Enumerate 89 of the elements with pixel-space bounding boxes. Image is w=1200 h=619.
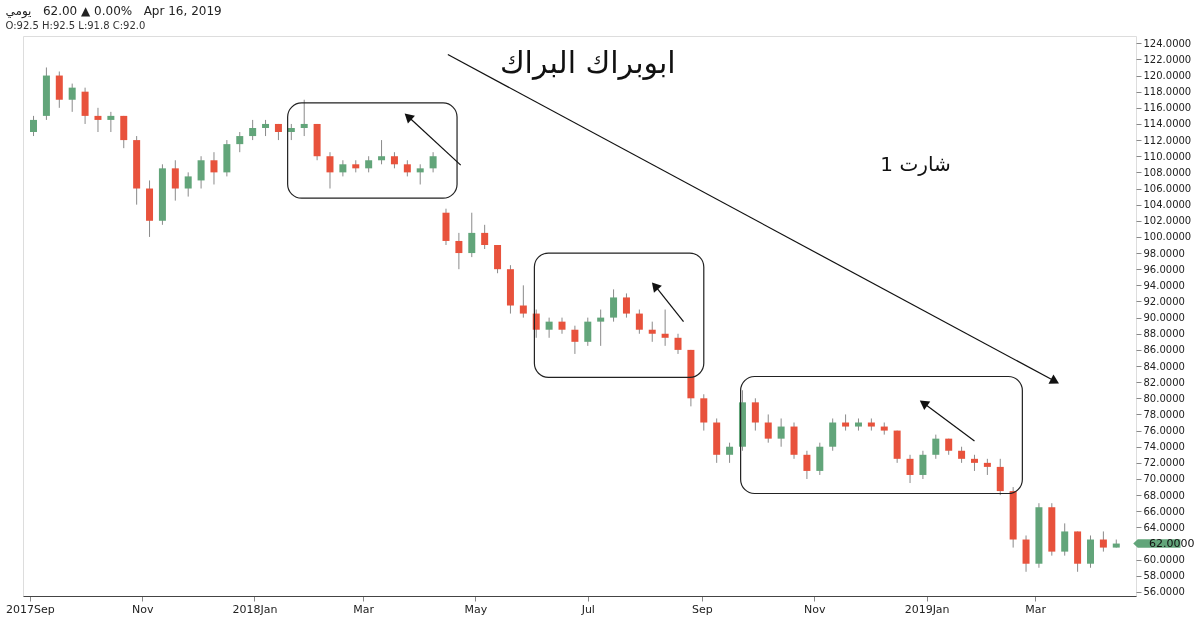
y-tick-label: 120.0000 bbox=[1143, 70, 1192, 82]
candlestick bbox=[1061, 522, 1069, 557]
annotation: شارت 1 bbox=[880, 152, 951, 177]
x-tick-label: Mar bbox=[1025, 602, 1047, 616]
y-tick-label: 106.0000 bbox=[1143, 183, 1192, 195]
candlestick bbox=[919, 450, 927, 480]
candlestick bbox=[416, 163, 424, 185]
candlestick bbox=[726, 442, 734, 464]
candlestick bbox=[107, 111, 115, 133]
x-tick-label: Nov bbox=[804, 602, 826, 616]
x-tick-label: Jul bbox=[580, 602, 595, 616]
candlestick bbox=[597, 309, 605, 347]
candlestick bbox=[674, 333, 682, 355]
candlestick bbox=[545, 317, 553, 339]
y-tick-label: 112.0000 bbox=[1143, 134, 1192, 146]
annotation: ابوبراك البراك bbox=[499, 45, 676, 81]
x-tick-label: Nov bbox=[131, 602, 154, 616]
candlestick bbox=[378, 139, 386, 165]
x-tick-label: 2018Jan bbox=[232, 602, 278, 616]
candlestick bbox=[30, 115, 38, 137]
y-tick-label: 60.0000 bbox=[1143, 554, 1185, 566]
candlestick bbox=[610, 288, 618, 323]
chart-subtitle: O:92.5 H:92.5 L:91.8 C:92.0 bbox=[5, 20, 146, 31]
y-tick-label: 84.0000 bbox=[1143, 360, 1185, 372]
candlestick bbox=[68, 83, 76, 113]
candlestick bbox=[94, 107, 102, 133]
y-tick-label: 94.0000 bbox=[1143, 279, 1185, 291]
y-tick-label: 116.0000 bbox=[1143, 102, 1192, 114]
candlestick bbox=[777, 417, 785, 448]
candlestick bbox=[300, 99, 308, 137]
y-tick-label: 98.0000 bbox=[1143, 247, 1185, 259]
y-tick-label: 88.0000 bbox=[1143, 328, 1185, 340]
candlestick bbox=[764, 413, 772, 444]
y-tick-label: 108.0000 bbox=[1143, 166, 1192, 178]
y-tick-label: 124.0000 bbox=[1143, 37, 1192, 49]
chart-title: يومي 62.00 ▲ 0.00% Apr 16, 2019 bbox=[5, 4, 222, 19]
y-tick-label: 80.0000 bbox=[1143, 392, 1185, 404]
candlestick bbox=[584, 317, 592, 347]
x-tick-label: 2017Sep bbox=[5, 602, 55, 616]
candlestick bbox=[236, 131, 244, 153]
candlestick bbox=[197, 155, 205, 190]
y-tick-label: 86.0000 bbox=[1143, 344, 1185, 356]
y-tick-label: 92.0000 bbox=[1143, 295, 1185, 307]
candlestick bbox=[339, 159, 347, 177]
x-tick-label: Mar bbox=[353, 602, 375, 616]
y-tick-label: 78.0000 bbox=[1143, 408, 1185, 420]
candlestick bbox=[803, 450, 811, 480]
candlestick bbox=[429, 151, 437, 173]
x-tick-label: May bbox=[464, 602, 488, 616]
x-tick-label: 2019Jan bbox=[904, 602, 950, 616]
candlestick bbox=[558, 317, 566, 335]
candlestick bbox=[249, 119, 257, 141]
candlestick bbox=[468, 212, 476, 258]
candlestick bbox=[906, 454, 914, 484]
candlestick bbox=[455, 232, 463, 270]
x-tick-label: Sep bbox=[692, 602, 713, 616]
y-tick-label: 68.0000 bbox=[1143, 489, 1185, 501]
y-tick-label: 118.0000 bbox=[1143, 86, 1192, 98]
y-tick-label: 66.0000 bbox=[1143, 505, 1185, 517]
y-tick-label: 56.0000 bbox=[1143, 586, 1185, 598]
y-tick-label: 110.0000 bbox=[1143, 150, 1192, 162]
y-tick-label: 64.0000 bbox=[1143, 521, 1185, 533]
y-tick-label: 58.0000 bbox=[1143, 570, 1185, 582]
y-tick-label: 74.0000 bbox=[1143, 441, 1185, 453]
y-tick-label: 114.0000 bbox=[1143, 118, 1192, 130]
candlestick bbox=[571, 325, 579, 355]
y-tick-label: 70.0000 bbox=[1143, 473, 1185, 485]
y-tick-label: 100.0000 bbox=[1143, 231, 1192, 243]
y-tick-label: 96.0000 bbox=[1143, 263, 1185, 275]
candlestick bbox=[751, 397, 759, 432]
y-tick-label: 90.0000 bbox=[1143, 312, 1185, 324]
y-tick-label: 82.0000 bbox=[1143, 376, 1185, 388]
candlestick bbox=[171, 159, 179, 202]
candlestick bbox=[648, 321, 656, 343]
candlestick bbox=[210, 151, 218, 185]
candlestick bbox=[932, 434, 940, 460]
y-tick-label: 72.0000 bbox=[1143, 457, 1185, 469]
candlestick bbox=[184, 171, 192, 198]
candlestick bbox=[1099, 530, 1107, 553]
candlestick bbox=[481, 224, 489, 250]
candlestick bbox=[326, 151, 334, 190]
y-tick-label: 76.0000 bbox=[1143, 425, 1185, 437]
candlestick bbox=[635, 309, 643, 335]
candlestick bbox=[661, 309, 669, 347]
candlestick bbox=[622, 292, 630, 319]
y-tick-label: 102.0000 bbox=[1143, 215, 1192, 227]
candlestick bbox=[519, 284, 527, 319]
y-tick-label: 104.0000 bbox=[1143, 199, 1192, 211]
y-tick-label: 122.0000 bbox=[1143, 53, 1192, 65]
